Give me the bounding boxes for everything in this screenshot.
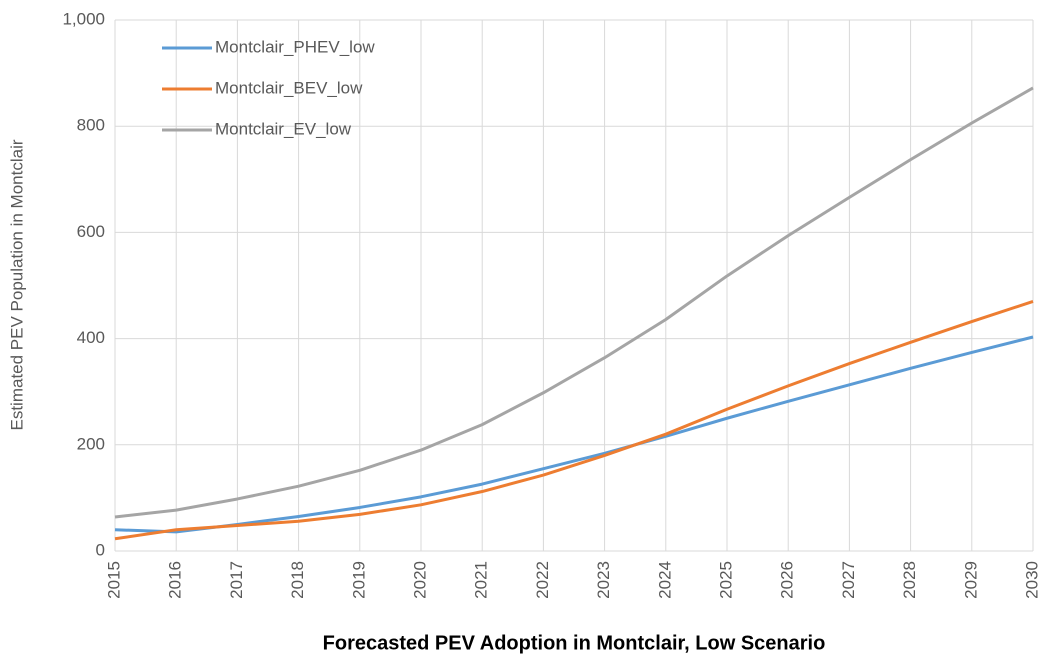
y-tick-label: 200 [77,434,105,453]
x-tick-label: 2026 [778,561,797,599]
y-tick-label: 600 [77,222,105,241]
x-tick-label: 2020 [410,561,429,599]
x-tick-label: 2019 [349,561,368,599]
y-tick-label: 400 [77,328,105,347]
x-tick-label: 2029 [961,561,980,599]
series-line [114,300,1034,541]
x-tick-label: 2018 [288,561,307,599]
chart-title: Forecasted PEV Adoption in Montclair, Lo… [323,632,826,654]
x-tick-label: 2021 [472,561,491,599]
legend-label: Montclair_BEV_low [215,78,363,97]
y-tick-label: 1,000 [62,9,105,28]
x-tick-label: 2015 [104,561,123,599]
x-tick-label: 2017 [227,561,246,599]
x-tick-label: 2023 [594,561,613,599]
x-tick-label: 2027 [839,561,858,599]
series-line [114,335,1034,534]
legend-label: Montclair_PHEV_low [215,37,375,56]
legend-label: Montclair_EV_low [215,119,352,138]
series-line [114,86,1034,519]
x-tick-label: 2028 [900,561,919,599]
x-tick-label: 2025 [716,561,735,599]
y-tick-label: 800 [77,116,105,135]
y-tick-label: 0 [96,540,105,559]
x-tick-label: 2022 [533,561,552,599]
x-tick-label: 2024 [655,561,674,599]
y-axis-label: Estimated PEV Population in Montclair [7,139,26,430]
x-tick-label: 2030 [1022,561,1041,599]
x-tick-label: 2016 [166,561,185,599]
